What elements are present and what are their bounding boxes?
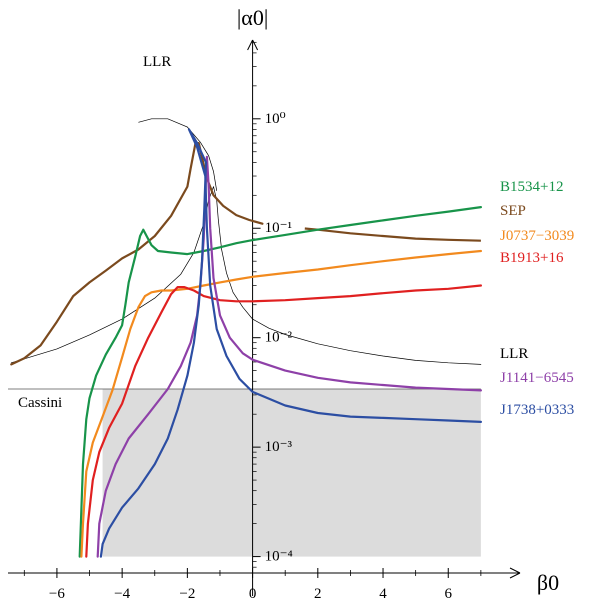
series-b1913-16 xyxy=(85,284,482,558)
label-j1141-6545: J1141−6545 xyxy=(500,370,574,386)
cassini-label: Cassini xyxy=(18,395,62,411)
label-b1913-16: B1913+16 xyxy=(500,250,564,266)
x-tick-label: −2 xyxy=(179,586,195,602)
x-tick-label: 2 xyxy=(314,586,322,602)
series-sep-right xyxy=(304,227,481,242)
y-tick-label: 10⁻² xyxy=(265,330,293,346)
x-tick-label: 0 xyxy=(249,586,257,602)
x-tick-label: 4 xyxy=(379,586,387,602)
series-llr-upper xyxy=(138,118,218,191)
y-tick-label: 10⁰ xyxy=(265,111,286,127)
series-sep xyxy=(10,142,264,366)
x-tick-label: −4 xyxy=(114,586,130,602)
y-axis-title: |α0| xyxy=(237,5,268,30)
label-sep: SEP xyxy=(500,203,526,219)
series-b1534-12 xyxy=(78,206,482,558)
series-j0737-3039 xyxy=(80,249,482,558)
y-tick-label: 10⁻¹ xyxy=(265,220,292,236)
series-j1738-0333 xyxy=(99,128,482,558)
excluded-region xyxy=(102,388,481,557)
y-tick-label: 10⁻⁴ xyxy=(265,549,293,565)
x-axis-title: β0 xyxy=(537,570,559,595)
x-tick-label: 6 xyxy=(445,586,453,602)
label-llr-top: LLR xyxy=(143,54,171,70)
series-j1141-6545 xyxy=(96,155,482,558)
x-tick-label: −6 xyxy=(49,586,65,602)
series-llr xyxy=(10,186,482,365)
label-j1738-0333: J1738+0333 xyxy=(500,402,574,418)
x-axis-arrow xyxy=(509,567,521,579)
label-j0737-3039: J0737−3039 xyxy=(500,228,574,244)
label-b1534-12: B1534+12 xyxy=(500,179,563,195)
y-axis-arrow xyxy=(247,39,259,51)
y-tick-label: 10⁻³ xyxy=(265,439,293,455)
label-llr: LLR xyxy=(500,346,528,362)
